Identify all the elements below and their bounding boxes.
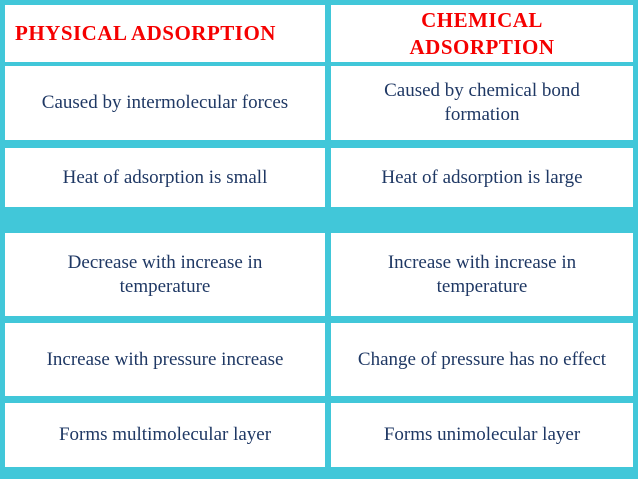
cell-chemical-temperature: Increase with increase in temperature <box>331 233 633 316</box>
cell-chemical-pressure: Change of pressure has no effect <box>331 323 633 396</box>
cell-physical-cause: Caused by intermolecular forces <box>5 66 325 140</box>
column-header-physical-adsorption: PHYSICAL ADSORPTION <box>5 5 325 62</box>
table-header-row: PHYSICAL ADSORPTION CHEMICAL ADSORPTION <box>5 5 633 62</box>
cell-physical-temperature: Decrease with increase in temperature <box>5 233 325 316</box>
cell-physical-heat: Heat of adsorption is small <box>5 148 325 207</box>
cell-physical-pressure: Increase with pressure increase <box>5 323 325 396</box>
table-row: Forms multimolecular layer Forms unimole… <box>5 403 633 467</box>
column-header-chemical-adsorption: CHEMICAL ADSORPTION <box>331 5 633 62</box>
table-row: Increase with pressure increase Change o… <box>5 323 633 396</box>
cell-chemical-cause: Caused by chemical bond formation <box>331 66 633 140</box>
table-row: Heat of adsorption is small Heat of adso… <box>5 148 633 207</box>
cell-physical-layer: Forms multimolecular layer <box>5 403 325 467</box>
cell-chemical-heat: Heat of adsorption is large <box>331 148 633 207</box>
cell-chemical-layer: Forms unimolecular layer <box>331 403 633 467</box>
table-row: Decrease with increase in temperature In… <box>5 233 633 316</box>
table-row: Caused by intermolecular forces Caused b… <box>5 66 633 140</box>
